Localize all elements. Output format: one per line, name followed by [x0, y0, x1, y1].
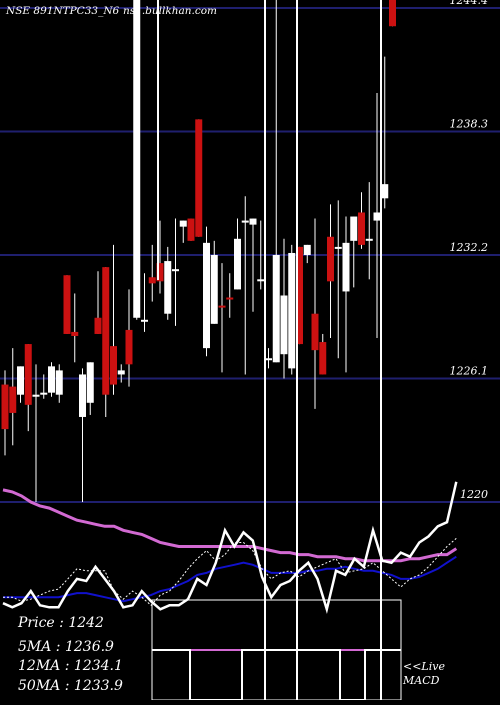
candle-body — [226, 297, 234, 300]
candle-body — [63, 275, 71, 334]
candle-body — [172, 269, 179, 272]
candle-body — [71, 331, 79, 336]
candle-body — [210, 255, 218, 324]
candle-body — [319, 342, 327, 375]
price-tick-label: 1220 — [460, 488, 488, 501]
chart-source: ns1.bullkhan.com — [123, 5, 217, 17]
candle-body — [40, 392, 48, 395]
candle-body — [373, 212, 381, 221]
candle-body — [48, 366, 55, 393]
candle-body — [334, 246, 342, 249]
candle-body — [133, 0, 141, 318]
candle-body — [218, 305, 226, 308]
candle-body — [156, 263, 164, 282]
candle-body — [148, 277, 156, 284]
candle-body — [55, 370, 63, 395]
candle-body — [342, 242, 350, 292]
candle-body — [288, 252, 296, 369]
candle-body — [241, 220, 249, 223]
candle-body — [117, 370, 125, 375]
candle-body — [296, 246, 303, 345]
candle-body — [110, 346, 117, 385]
legend-ma5: 5MA : 1236.9 — [18, 639, 114, 655]
candle-body — [94, 317, 102, 334]
legend-ma12: 12MA : 1234.1 — [18, 658, 123, 674]
candle-body — [102, 267, 110, 395]
chart-title: NSE 891NTPC33_N6 — [5, 5, 120, 17]
price-tick-label: 1244.4 — [450, 0, 489, 7]
candle-body — [358, 212, 365, 245]
candle-body — [203, 242, 210, 349]
candle-body — [187, 218, 195, 241]
candle-body — [280, 295, 288, 355]
candle-body — [1, 384, 9, 430]
candle-body — [86, 362, 94, 403]
macd-label-macd: MACD — [402, 674, 440, 687]
candle-body — [179, 220, 187, 227]
candle-body — [17, 366, 24, 395]
candle-body — [381, 184, 389, 199]
candle-body — [327, 236, 334, 282]
candle-body — [125, 329, 133, 365]
candles — [1, 0, 396, 700]
price-tick-label: 1238.3 — [450, 118, 489, 131]
price-tick-label: 1232.2 — [450, 241, 489, 254]
candle-body — [195, 119, 203, 237]
candle-body — [249, 218, 257, 225]
macd-histogram — [152, 649, 401, 701]
price-tick-label: 1226.1 — [450, 365, 489, 378]
legend-ma50: 50MA : 1233.9 — [18, 678, 123, 694]
candle-body — [272, 255, 280, 363]
candle-body — [24, 344, 32, 405]
candle-body — [141, 319, 148, 322]
candle-body — [164, 261, 172, 314]
candle-body — [9, 386, 17, 413]
candle-body — [389, 0, 396, 27]
candle-body — [234, 238, 241, 290]
legend-price: Price : 1242 — [17, 615, 104, 631]
candle-body — [32, 394, 40, 397]
candle-body — [265, 358, 272, 361]
candle-body — [311, 313, 319, 351]
candle-body — [350, 216, 358, 241]
candle-body — [365, 238, 373, 241]
macd-label-live: <<Live — [403, 660, 445, 673]
price-tick-labels: 1244.4 1238.3 1232.2 1226.1 1220 — [450, 0, 489, 501]
candle-body — [257, 279, 265, 282]
candle-body — [303, 244, 311, 255]
macd-box — [151, 599, 402, 701]
candle-body — [79, 374, 86, 417]
